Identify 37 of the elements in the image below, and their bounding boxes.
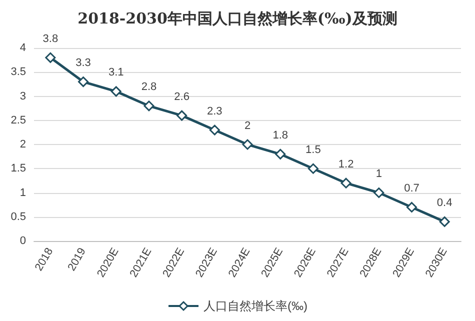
y-tick-label: 4 [20,42,26,54]
point [374,188,384,198]
point [340,178,352,188]
point [308,163,318,174]
data-label: 3.1 [108,66,124,79]
legend-label: 人口自然增长率(‰) [204,299,308,313]
data-label: 3.8 [42,32,58,45]
data-label: 0.7 [404,182,420,194]
point [275,148,286,160]
data-label: 0.4 [436,196,452,209]
data-label: 2.8 [141,81,157,94]
y-tick-label: 2 [20,138,26,150]
data-label: 3.3 [76,57,91,70]
point [209,124,220,136]
y-tick-label: 0 [20,235,26,247]
data-label: 1.5 [306,144,321,156]
point [406,202,417,212]
point [110,86,122,97]
data-label: 2.6 [174,90,190,103]
y-tick-label: 2.5 [10,114,26,126]
point [45,52,56,63]
data-label: 1 [376,168,382,180]
y-tick-label: 1.5 [10,162,26,175]
point [242,139,253,150]
y-tick-label: 3 [20,90,26,102]
chart-title: 2018-2030年中国人口自然增长率(‰)及预测 [78,10,398,28]
y-tick-label: 0.5 [10,210,26,223]
data-label: 2 [244,120,251,132]
point [144,100,154,112]
point [439,216,450,227]
point [176,110,188,121]
data-label: 2.3 [207,105,222,118]
y-tick-label: 3.5 [10,66,26,78]
y-tick-label: 1 [20,186,26,199]
data-label: 1.2 [338,158,354,170]
point [78,76,89,88]
data-label: 1.8 [272,129,288,142]
